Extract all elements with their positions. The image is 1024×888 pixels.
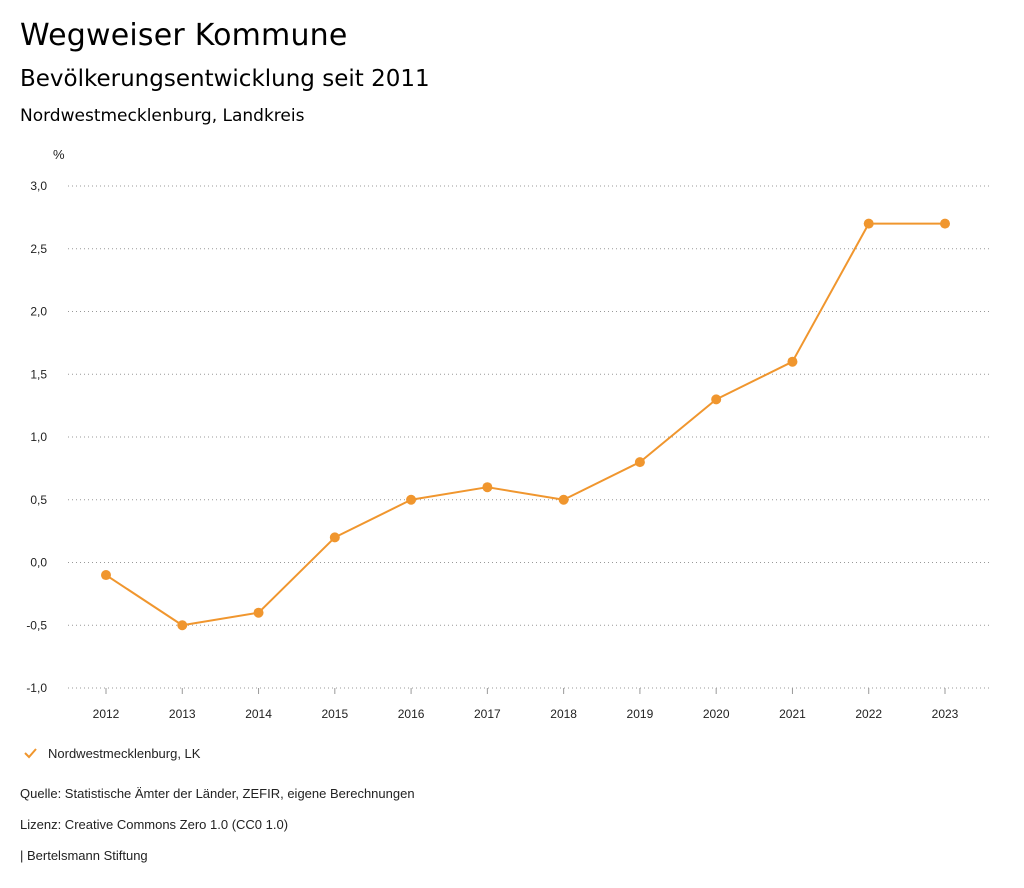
x-tick-label: 2022 <box>855 707 882 721</box>
source-note: Quelle: Statistische Ämter der Länder, Z… <box>20 786 415 801</box>
x-tick-label: 2012 <box>93 707 120 721</box>
data-point-2013[interactable] <box>177 620 188 631</box>
data-point-2017[interactable] <box>482 482 493 493</box>
x-tick-label: 2013 <box>169 707 196 721</box>
page-title: Wegweiser Kommune <box>20 18 348 53</box>
legend[interactable]: Nordwestmecklenburg, LK <box>22 745 200 761</box>
x-tick-label: 2018 <box>550 707 577 721</box>
x-tick-label: 2017 <box>474 707 501 721</box>
y-tick-label: 1,5 <box>30 367 47 381</box>
x-tick-label: 2016 <box>398 707 425 721</box>
x-tick-label: 2021 <box>779 707 806 721</box>
data-point-2020[interactable] <box>711 394 722 405</box>
data-point-2014[interactable] <box>253 607 264 618</box>
y-tick-label: -1,0 <box>26 681 47 695</box>
grid-lines <box>68 185 990 689</box>
y-tick-label: 3,0 <box>30 179 47 193</box>
data-point-2019[interactable] <box>634 457 645 468</box>
y-tick-label: 0,0 <box>30 556 47 570</box>
data-point-2016[interactable] <box>406 494 417 505</box>
x-tick-label: 2019 <box>627 707 654 721</box>
y-tick-label: 1,0 <box>30 430 47 444</box>
data-point-2021[interactable] <box>787 356 798 367</box>
y-tick-label: 2,0 <box>30 305 47 319</box>
series-line <box>105 222 945 627</box>
y-axis-ticks: -1,0 -0,5 0,0 0,5 1,0 1,5 2,0 2,5 3,0 <box>26 179 47 695</box>
license-note: Lizenz: Creative Commons Zero 1.0 (CC0 1… <box>20 817 289 832</box>
x-tick-label: 2023 <box>932 707 959 721</box>
data-point-2022[interactable] <box>863 218 874 229</box>
x-tick-label: 2020 <box>703 707 730 721</box>
check-icon <box>24 748 37 759</box>
y-tick-label: -0,5 <box>26 618 47 632</box>
legend-label: Nordwestmecklenburg, LK <box>48 745 201 761</box>
line-chart: % -1,0 -0,5 0,0 0,5 1,0 1,5 2,0 2,5 3,0 2012 2013… <box>26 147 990 721</box>
brand-credit: | Bertelsmann Stiftung <box>20 848 148 863</box>
x-tick-label: 2015 <box>321 707 348 721</box>
y-axis-unit-label: % <box>53 147 65 162</box>
y-tick-label: 2,5 <box>30 242 47 256</box>
x-axis-ticks: 2012 2013 2014 2015 2016 2017 2018 2019 2020 2021… <box>93 688 959 721</box>
x-tick-label: 2014 <box>245 707 272 721</box>
series-group <box>101 218 950 631</box>
chart-subtitle: Bevölkerungsentwicklung seit 2011 <box>20 66 430 92</box>
data-point-2023[interactable] <box>940 218 950 229</box>
y-tick-label: 0,5 <box>30 493 47 507</box>
region-name: Nordwestmecklenburg, Landkreis <box>20 106 305 126</box>
data-point-2018[interactable] <box>558 494 569 505</box>
data-point-2015[interactable] <box>329 532 340 543</box>
data-point-2012[interactable] <box>101 570 111 581</box>
